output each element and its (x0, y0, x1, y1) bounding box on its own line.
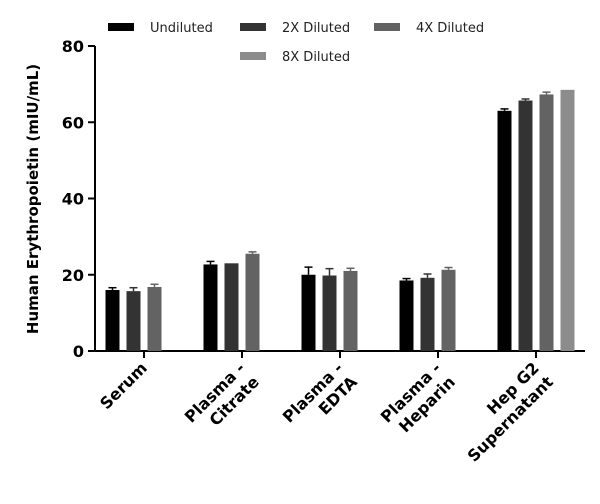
legend-swatch (374, 23, 400, 31)
legend-swatch (108, 23, 134, 31)
legend-label: Undiluted (150, 21, 213, 36)
bar (105, 290, 120, 351)
x-tick-label: Serum (96, 358, 151, 413)
y-tick-label: 80 (62, 37, 84, 56)
legend-label: 4X Diluted (416, 21, 484, 36)
legend-swatch (240, 52, 266, 60)
legend-label: 8X Diluted (282, 50, 350, 65)
bar (245, 253, 260, 351)
bar (147, 286, 162, 351)
bar (441, 269, 456, 351)
bar (560, 89, 575, 351)
y-tick-label: 60 (62, 113, 84, 132)
bar (399, 280, 414, 351)
bar (539, 94, 554, 351)
bar (497, 110, 512, 351)
legend-swatch (240, 23, 266, 31)
bar (343, 270, 358, 351)
bar (301, 274, 316, 351)
bar (224, 263, 239, 351)
bar (126, 291, 141, 351)
bar (322, 275, 337, 351)
legend-label: 2X Diluted (282, 21, 350, 36)
bar (518, 100, 533, 351)
bar (420, 277, 435, 351)
y-tick-label: 40 (62, 190, 84, 209)
y-tick-label: 20 (62, 266, 84, 285)
bar (203, 264, 218, 351)
y-tick-label: 0 (73, 342, 84, 361)
y-axis-label: Human Erythropoietin (mIU/mL) (24, 64, 42, 334)
